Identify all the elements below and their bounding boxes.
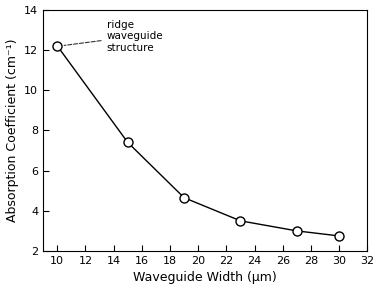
Text: ridge
waveguide
structure: ridge waveguide structure (64, 20, 163, 53)
Y-axis label: Absorption Coefficient (cm⁻¹): Absorption Coefficient (cm⁻¹) (6, 39, 19, 222)
X-axis label: Waveguide Width (μm): Waveguide Width (μm) (133, 271, 277, 284)
